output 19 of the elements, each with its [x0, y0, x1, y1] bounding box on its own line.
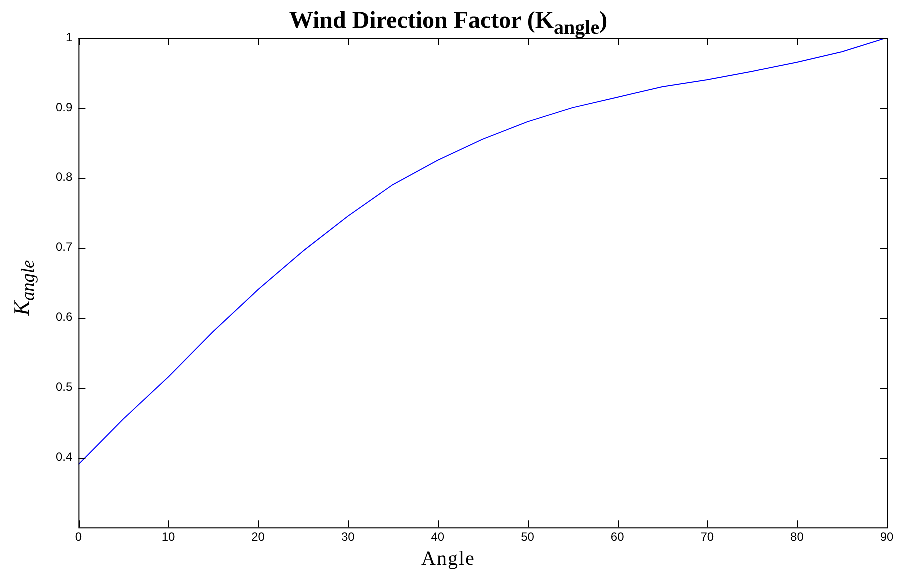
y-tick-label: 0.4	[56, 450, 73, 464]
x-tick-label: 40	[431, 530, 445, 544]
x-tick-label: 60	[610, 530, 625, 544]
x-tick-label: 10	[162, 530, 176, 544]
y-tick-label: 1	[66, 30, 73, 44]
x-tick-label: 0	[75, 530, 82, 544]
y-tick-label: 0.8	[56, 170, 73, 184]
y-tick-label: 0.9	[56, 100, 73, 114]
x-tick-label: 80	[790, 530, 804, 544]
y-tick-label: 0.6	[56, 310, 73, 324]
x-tick-label: 70	[700, 530, 714, 544]
y-tick-label: 0.7	[56, 240, 73, 254]
y-tick-label: 0.5	[56, 380, 73, 394]
chart-title: Wind Direction Factor (K$_{angle}$)	[289, 8, 608, 39]
x-tick-label: 50	[521, 530, 535, 544]
x-tick-label: 90	[880, 530, 894, 544]
x-tick-label: 30	[341, 530, 356, 544]
x-axis-title: Angle	[420, 548, 476, 571]
x-tick-label: 20	[252, 530, 266, 544]
